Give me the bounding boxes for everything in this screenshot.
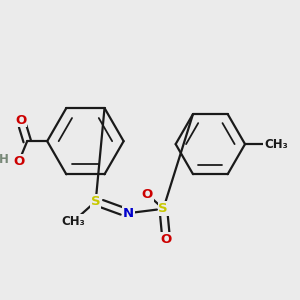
Text: O: O [15, 113, 26, 127]
Text: O: O [13, 155, 25, 168]
Text: H: H [0, 154, 9, 166]
Text: CH₃: CH₃ [264, 138, 288, 151]
Text: S: S [158, 202, 168, 215]
Text: O: O [142, 188, 153, 201]
Text: CH₃: CH₃ [62, 214, 86, 228]
Text: N: N [122, 207, 134, 220]
Text: O: O [160, 233, 172, 246]
Text: S: S [91, 195, 100, 208]
